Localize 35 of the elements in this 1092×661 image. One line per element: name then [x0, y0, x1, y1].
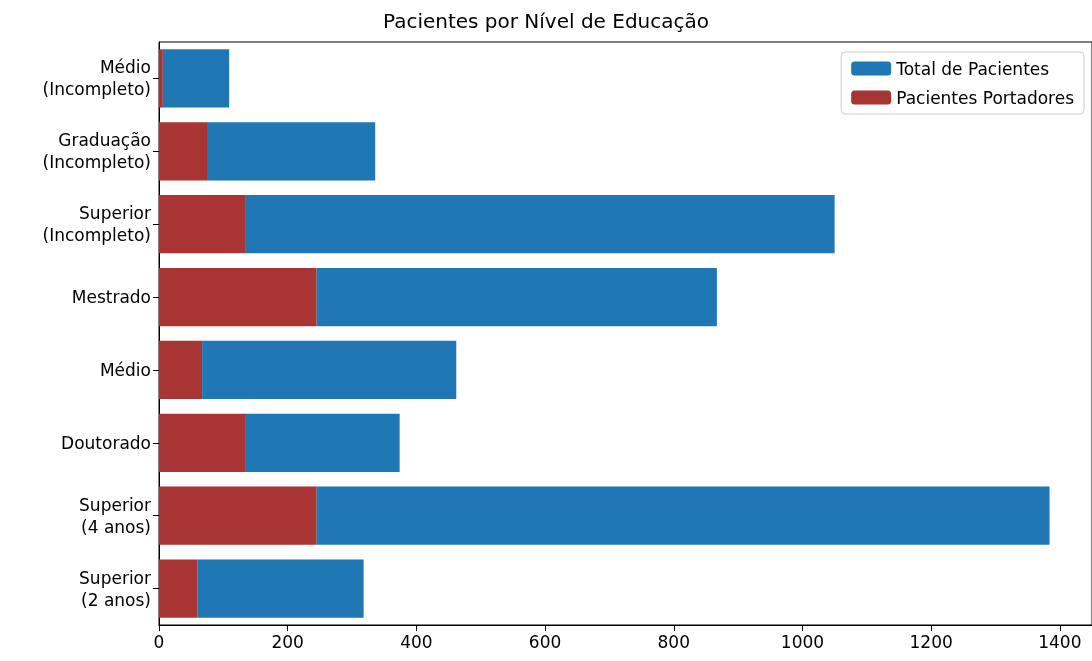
bar — [202, 340, 457, 400]
bar — [162, 49, 230, 108]
bar — [159, 340, 203, 400]
bar — [245, 195, 835, 254]
bar — [316, 486, 1050, 545]
y-tick-label: Superior (Incompleto) — [42, 203, 152, 246]
x-tick-label: 800 — [657, 631, 690, 652]
x-tick-label: 1000 — [780, 631, 825, 652]
legend-label: Total de Pacientes — [895, 58, 1050, 79]
bar — [159, 413, 246, 472]
chart-title: Pacientes por Nível de Educação — [382, 9, 710, 33]
y-tick-label: Superior (4 anos) — [79, 494, 152, 537]
bar — [316, 267, 717, 327]
y-tick-label: Superior (2 anos) — [79, 567, 152, 610]
bar — [159, 122, 208, 181]
bar — [159, 267, 317, 327]
x-tick-label: 1400 — [1038, 631, 1082, 652]
x-tick-label: 1200 — [909, 631, 953, 652]
bar — [159, 49, 163, 108]
bar — [197, 559, 364, 618]
y-tick-label: Doutorado — [61, 432, 151, 453]
bar — [159, 486, 317, 545]
x-tick-label: 0 — [153, 631, 165, 652]
y-tick-label: Médio (Incompleto) — [42, 57, 151, 100]
x-tick-label: 600 — [528, 631, 562, 652]
legend-label: Pacientes Portadores — [896, 87, 1075, 108]
bar — [245, 413, 400, 472]
bar — [159, 195, 246, 254]
bar — [207, 122, 376, 181]
x-tick-label: 400 — [400, 631, 433, 652]
bar — [159, 559, 198, 618]
y-tick-label: Mestrado — [71, 287, 151, 308]
y-tick-label: Graduação (Incompleto) — [42, 130, 151, 173]
y-tick-label: Médio — [99, 359, 151, 380]
x-tick-label: 200 — [271, 631, 304, 652]
